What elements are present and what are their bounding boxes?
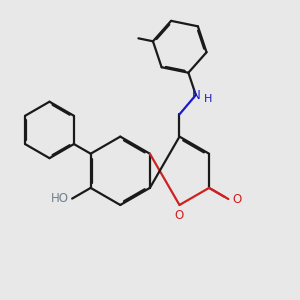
Text: H: H [204,94,212,104]
Text: O: O [175,209,184,222]
Text: N: N [191,88,200,101]
Text: HO: HO [51,192,69,205]
Text: O: O [232,193,241,206]
